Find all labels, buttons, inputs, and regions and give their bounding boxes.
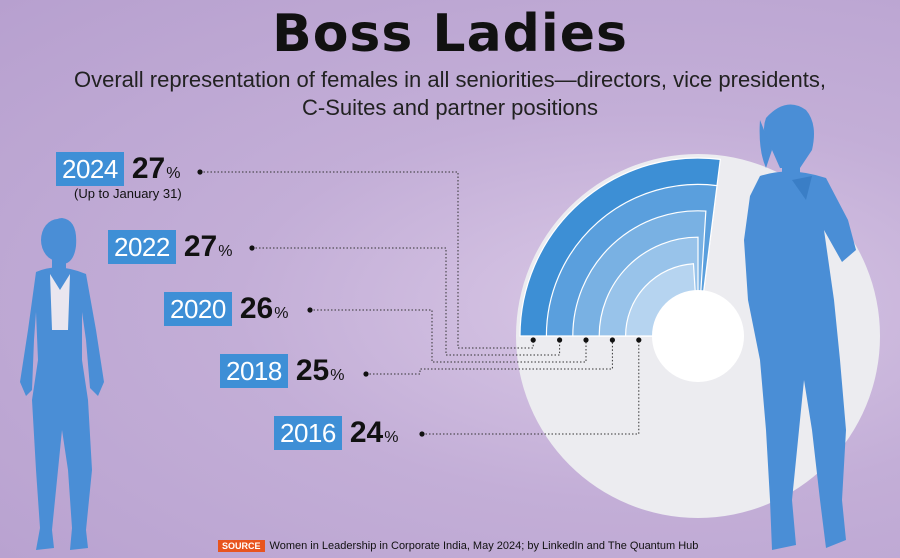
value-label: 27% [183,230,233,263]
label-2016: 2016 24% [274,416,398,450]
chart-center [652,290,744,382]
year-box: 2016 [274,416,342,450]
leader-line-2022 [252,247,561,356]
label-dot-2024 [197,169,203,175]
value-label: 25% [295,354,345,387]
ring-dot-2016 [636,337,642,343]
subtitle-line-2: C-Suites and partner positions [302,95,598,120]
label-dot-2016 [419,431,425,437]
leader-line-2018 [366,340,613,375]
label-2018: 2018 25% [220,354,344,388]
year-box: 2018 [220,354,288,388]
label-dot-2018 [363,371,369,377]
label-dot-2020 [307,307,313,313]
woman-silhouette-left-icon [20,218,104,550]
source-tag: SOURCE [218,540,265,552]
leader-lines [200,171,640,435]
chart-title: Boss Ladies [272,4,628,64]
woman-silhouette-right-icon [744,104,856,551]
leader-line-2024 [200,171,534,349]
ring-dot-2024 [530,337,536,343]
source-text: Women in Leadership in Corporate India, … [269,540,699,552]
year-box: 2020 [164,292,232,326]
note-2024: (Up to January 31) [74,186,182,201]
ring-dot-2020 [583,337,589,343]
ring-dot-2018 [609,337,616,343]
ring-dot-2022 [557,337,563,343]
source-line: SOURCE Women in Leadership in Corporate … [218,540,698,552]
label-2020: 2020 26% [164,292,288,326]
year-box: 2024 [56,152,124,186]
label-2024: 2024 27% [56,152,180,186]
year-markers [197,169,642,437]
label-2022: 2022 27% [108,230,232,264]
year-box: 2022 [108,230,176,264]
value-label: 26% [239,292,289,325]
label-dot-2022 [249,245,255,251]
subtitle-line-1: Overall representation of females in all… [74,67,826,92]
leader-line-2020 [310,309,587,363]
value-label: 27% [131,152,181,185]
chart-subtitle: Overall representation of females in all… [40,66,860,122]
value-label: 24% [349,416,399,449]
